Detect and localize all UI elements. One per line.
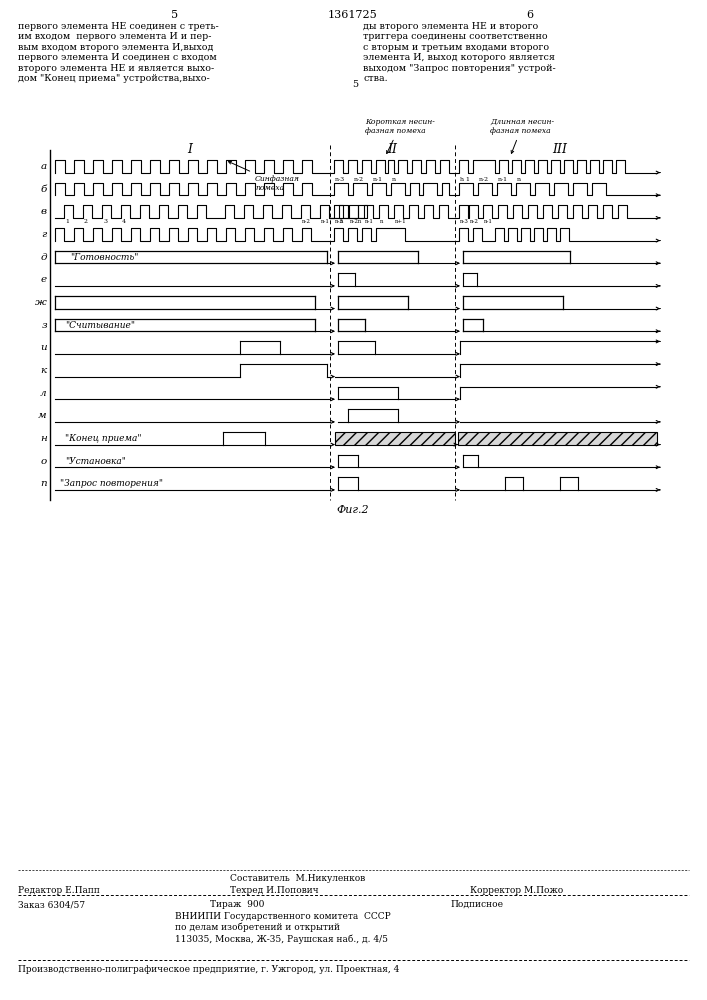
Text: "Конец приема": "Конец приема" xyxy=(65,434,141,443)
Text: n+1: n+1 xyxy=(395,219,407,224)
Bar xyxy=(335,432,455,445)
Text: и: и xyxy=(40,343,47,352)
Text: 5: 5 xyxy=(171,10,179,20)
Text: 3: 3 xyxy=(103,219,107,224)
Text: n-1: n-1 xyxy=(321,219,330,224)
Text: n-1: n-1 xyxy=(365,219,374,224)
Text: n: n xyxy=(340,219,344,224)
Text: n-1: n-1 xyxy=(373,177,383,182)
Text: Составитель  М.Никуленков: Составитель М.Никуленков xyxy=(230,874,366,883)
Text: n: n xyxy=(517,177,521,182)
Text: n: n xyxy=(392,177,396,182)
Text: n-3: n-3 xyxy=(460,219,469,224)
Text: г: г xyxy=(42,230,47,239)
Text: первого элемента НЕ соединен с треть-
им входом  первого элемента И и пер-
вым в: первого элемента НЕ соединен с треть- им… xyxy=(18,22,218,83)
Text: III: III xyxy=(552,143,568,156)
Text: h 1: h 1 xyxy=(460,177,470,182)
Text: м: м xyxy=(38,411,47,420)
Text: ж: ж xyxy=(35,298,47,307)
Text: 4: 4 xyxy=(122,219,126,224)
Text: Длинная несин-
фазная помеха: Длинная несин- фазная помеха xyxy=(490,118,554,153)
Text: 2: 2 xyxy=(84,219,88,224)
Text: Тираж  900: Тираж 900 xyxy=(210,900,264,909)
Text: 1361725: 1361725 xyxy=(328,10,378,20)
Text: п: п xyxy=(40,479,47,488)
Text: Короткая несин-
фазная помеха: Короткая несин- фазная помеха xyxy=(365,118,435,154)
Text: Производственно-полиграфическое предприятие, г. Ужгород, ул. Проектная, 4: Производственно-полиграфическое предприя… xyxy=(18,965,399,974)
Text: n-1: n-1 xyxy=(498,177,508,182)
Text: "Готовность": "Готовность" xyxy=(70,252,139,261)
Text: n-2: n-2 xyxy=(470,219,479,224)
Text: "Запрос повторения": "Запрос повторения" xyxy=(60,479,163,488)
Text: ВНИИПИ Государственного комитета  СССР: ВНИИПИ Государственного комитета СССР xyxy=(175,912,391,921)
Text: Заказ 6304/57: Заказ 6304/57 xyxy=(18,900,85,909)
Text: Подписное: Подписное xyxy=(450,900,503,909)
Text: n-3: n-3 xyxy=(335,177,345,182)
Text: 1: 1 xyxy=(65,219,69,224)
Text: n-3: n-3 xyxy=(335,219,344,224)
Text: n-2n: n-2n xyxy=(350,219,363,224)
Text: Фиг.2: Фиг.2 xyxy=(337,505,369,515)
Text: n-2: n-2 xyxy=(302,219,311,224)
Text: Корректор М.Пожо: Корректор М.Пожо xyxy=(470,886,563,895)
Text: Техред И.Попович: Техред И.Попович xyxy=(230,886,319,895)
Text: "Установка": "Установка" xyxy=(65,456,126,466)
Text: 5: 5 xyxy=(352,80,358,89)
Text: I: I xyxy=(187,143,192,156)
Bar xyxy=(458,432,657,445)
Text: Синфазная
помеха: Синфазная помеха xyxy=(228,161,300,192)
Text: з: з xyxy=(42,320,47,330)
Text: II: II xyxy=(387,143,397,156)
Text: в: в xyxy=(41,207,47,216)
Text: Редактор Е.Папп: Редактор Е.Папп xyxy=(18,886,100,895)
Text: о: о xyxy=(41,456,47,466)
Text: е: е xyxy=(41,275,47,284)
Text: n-1: n-1 xyxy=(484,219,493,224)
Text: n: n xyxy=(380,219,383,224)
Text: 113035, Москва, Ж-35, Раушская наб., д. 4/5: 113035, Москва, Ж-35, Раушская наб., д. … xyxy=(175,934,388,944)
Text: а: а xyxy=(41,162,47,171)
Text: л: л xyxy=(40,388,47,397)
Text: n-2: n-2 xyxy=(479,177,489,182)
Text: n-2: n-2 xyxy=(354,177,364,182)
Text: д: д xyxy=(40,252,47,261)
Text: б: б xyxy=(40,184,47,194)
Text: ды второго элемента НЕ и второго
триггера соединены соответственно
с вторым и тр: ды второго элемента НЕ и второго триггер… xyxy=(363,22,556,83)
Text: 6: 6 xyxy=(527,10,534,20)
Text: к: к xyxy=(41,366,47,375)
Text: по делам изобретений и открытий: по делам изобретений и открытий xyxy=(175,923,340,932)
Text: "Считывание": "Считывание" xyxy=(65,320,135,330)
Text: н: н xyxy=(40,434,47,443)
